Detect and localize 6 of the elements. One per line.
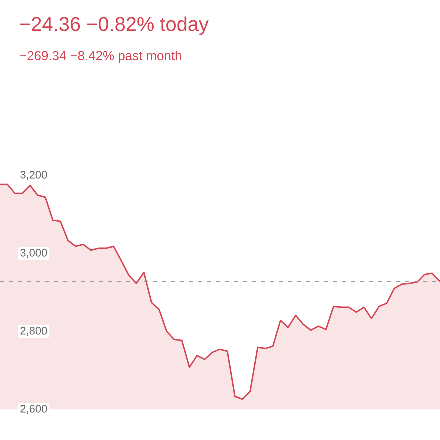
chart-title: −24.36 −0.82% today [20,16,209,36]
y-tick-label: 3,200 [20,171,48,180]
y-tick-label: 3,000 [20,249,48,258]
y-tick-label: 2,600 [20,405,48,414]
y-tick-label: 2,800 [20,327,48,336]
chart-subtitle: −269.34 −8.42% past month [20,50,182,64]
